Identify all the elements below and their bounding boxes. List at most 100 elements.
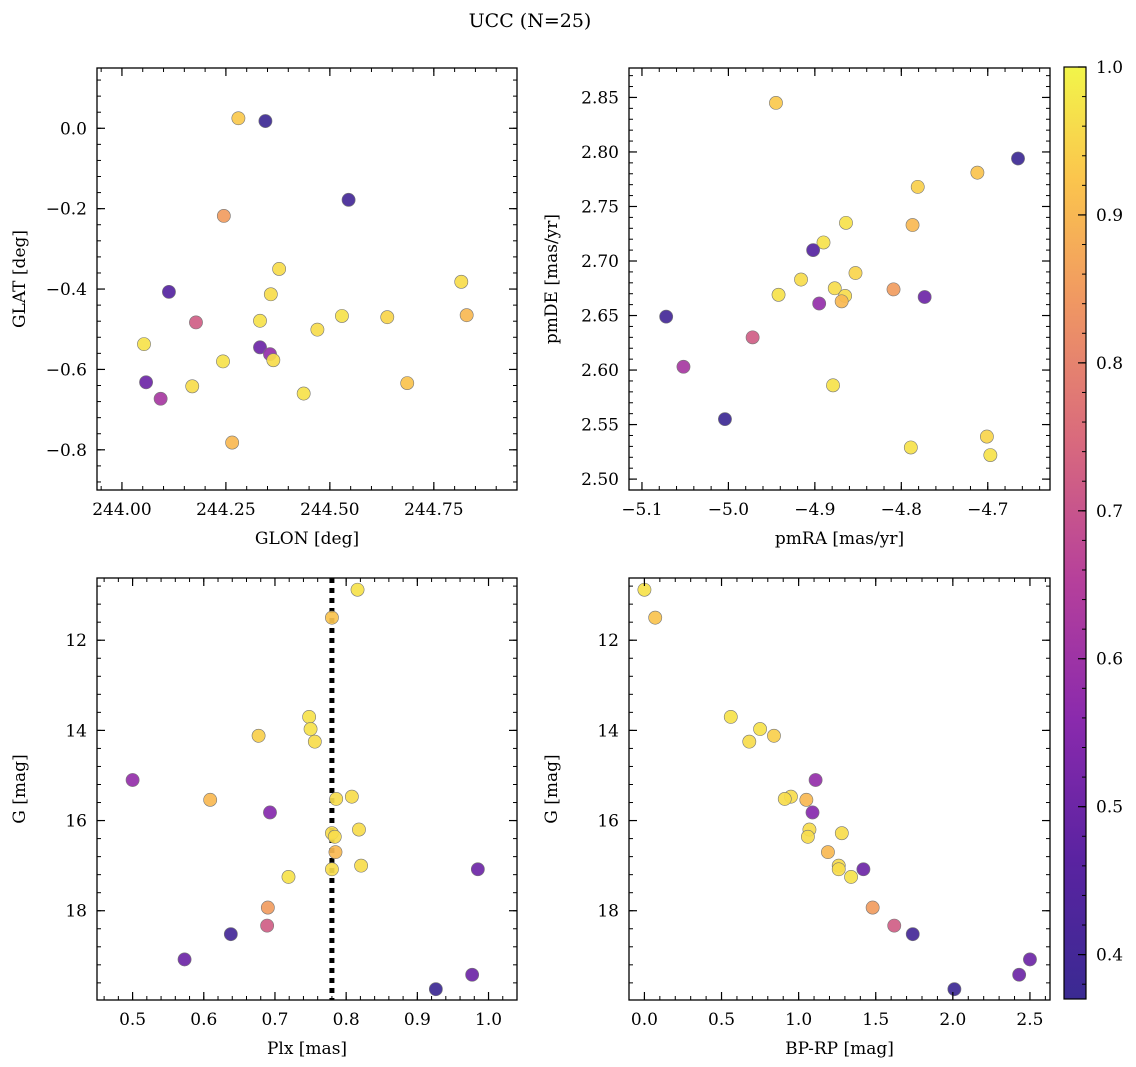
scatter-point: [263, 287, 278, 302]
colorbar-tick-label: 0.5: [1096, 798, 1123, 818]
scatter-point: [328, 845, 343, 860]
x-tick-label: 1.5: [862, 1010, 889, 1030]
scatter-point: [742, 734, 757, 749]
scatter-point: [753, 722, 767, 736]
y-tick-label: 2.50: [581, 470, 619, 490]
scatter-point: [400, 376, 415, 390]
scatter-point: [903, 440, 918, 455]
scatter-point: [260, 918, 275, 933]
panel-plx-g: 0.5 0.6 0.7 0.8 0.9 1.0 12 14 16 18 Plx [mas] G [ma…: [10, 577, 518, 1059]
scatter-point: [648, 610, 663, 625]
x-tick-label: 2.5: [1016, 1010, 1043, 1030]
scatter-point: [260, 900, 275, 915]
scatter-point: [983, 448, 998, 463]
plot-area: [97, 68, 517, 490]
x-tick-label: −4.9: [794, 500, 835, 520]
y-tick-label: 2.75: [581, 197, 619, 217]
x-tick-label: −5.1: [621, 500, 662, 520]
y-tick-label: 2.70: [581, 252, 619, 272]
scatter-point: [723, 709, 738, 724]
scatter-point: [162, 284, 176, 299]
scatter-point: [718, 412, 732, 427]
scatter-point: [344, 789, 359, 804]
plot-area: [629, 68, 1050, 490]
y-tick-label: 16: [597, 812, 619, 832]
scatter-point: [865, 900, 880, 915]
scatter-point: [470, 862, 485, 877]
y-tick-label: 0.0: [60, 119, 87, 139]
y-axis-label: G [mag]: [10, 754, 30, 823]
y-tick-label: 12: [597, 631, 619, 651]
axes-frame: [96, 577, 518, 1001]
scatter-point: [177, 952, 192, 967]
scatter-point: [266, 353, 281, 368]
scatter-point: [676, 359, 691, 374]
panel-glon-glat: 244.00 244.25 244.50 244.75 0.0 −0.2 −0.4 −0.6 −…: [10, 67, 518, 549]
scatter-point: [216, 354, 230, 369]
x-tick-label: 1.0: [475, 1010, 502, 1030]
y-tick-label: 18: [597, 902, 619, 922]
y-tick-label: 18: [65, 902, 87, 922]
x-tick-label: 0.5: [708, 1010, 735, 1030]
scatter-point: [137, 337, 151, 352]
plot-area: [629, 578, 1050, 1000]
scatter-point: [325, 862, 339, 877]
y-tick-label: 2.55: [581, 416, 619, 436]
scatter-point: [125, 773, 140, 787]
y-tick-label: 2.65: [581, 307, 619, 327]
scatter-point: [303, 722, 318, 736]
y-axis-label: G [mag]: [542, 754, 562, 823]
scatter-point: [225, 435, 240, 450]
scatter-point: [905, 218, 920, 232]
scatter-point: [827, 281, 842, 296]
scatter-point: [341, 192, 356, 207]
scatter-point: [459, 308, 474, 323]
scatter-point: [325, 610, 339, 625]
colorbar-tick-label: 1.0: [1096, 58, 1123, 78]
scatter-point: [834, 826, 849, 841]
scatter-point: [223, 927, 238, 942]
scatter-point: [1011, 151, 1025, 166]
x-tick-label: 244.50: [300, 500, 359, 520]
x-tick-label: −4.7: [967, 500, 1008, 520]
scatter-point: [354, 858, 369, 873]
scatter-point: [251, 728, 266, 743]
scatter-point: [185, 379, 200, 394]
scatter-point: [831, 862, 846, 877]
scatter-point: [917, 290, 932, 304]
y-tick-label: 12: [65, 631, 87, 651]
x-tick-label: 244.25: [196, 500, 255, 520]
y-tick-label: 2.85: [581, 88, 619, 108]
x-tick-label: 0.8: [333, 1010, 360, 1030]
y-tick-label: 14: [65, 721, 87, 741]
y-tick-label: −0.4: [46, 280, 87, 300]
y-tick-label: −0.2: [46, 200, 87, 220]
colorbar-gradient: [1063, 66, 1087, 1000]
colorbar-tick-label: 0.9: [1096, 206, 1123, 226]
scatter-point: [307, 734, 322, 749]
scatter-point: [329, 792, 344, 806]
scatter-point: [887, 918, 902, 933]
scatter-point: [335, 309, 349, 323]
axes-frame: [628, 577, 1051, 1001]
x-axis-label: pmRA [mas/yr]: [775, 529, 904, 549]
scatter-point: [806, 243, 821, 258]
x-tick-label: 244.00: [92, 500, 151, 520]
scatter-point: [794, 272, 808, 287]
scatter-point: [352, 822, 366, 837]
colorbar-tick-label: 0.8: [1096, 354, 1123, 374]
scatter-point: [771, 287, 786, 302]
x-tick-label: 0.5: [119, 1010, 146, 1030]
scatter-point: [821, 845, 835, 860]
scatter-point: [777, 792, 792, 806]
plot-area: [97, 578, 517, 1000]
scatter-point: [805, 805, 820, 820]
scatter-point: [281, 870, 296, 884]
y-tick-label: −0.8: [46, 441, 87, 461]
colorbar-tick-label: 0.4: [1096, 946, 1123, 966]
scatter-point: [327, 829, 342, 844]
scatter-point: [834, 294, 849, 309]
x-tick-label: 0.6: [190, 1010, 217, 1030]
scatter-point: [848, 266, 863, 280]
